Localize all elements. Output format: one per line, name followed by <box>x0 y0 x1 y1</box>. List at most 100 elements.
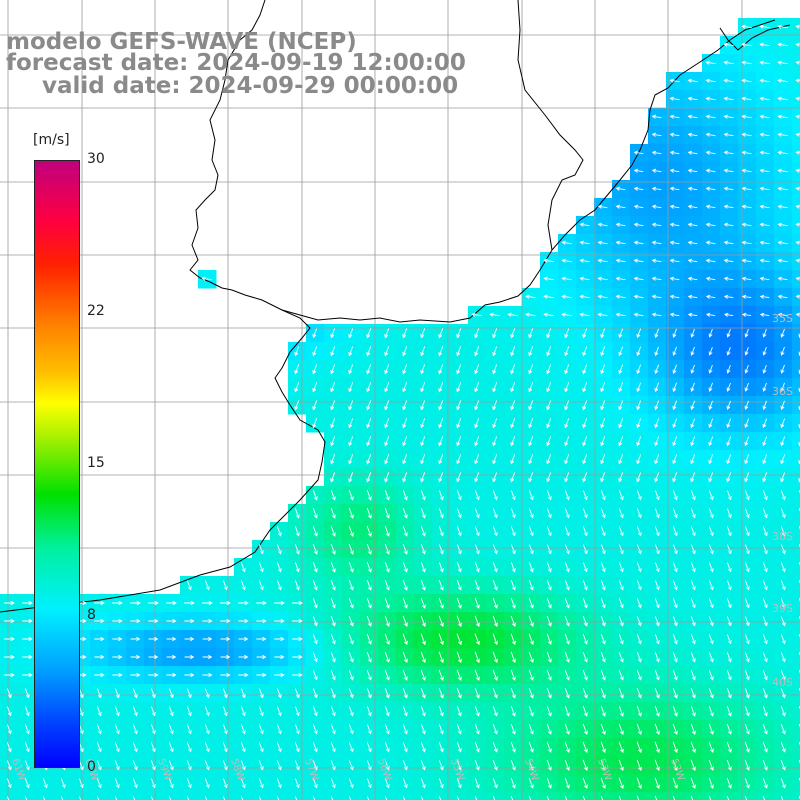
wind-arrow <box>708 436 714 447</box>
wind-arrow <box>690 364 695 374</box>
wind-arrow <box>780 796 784 800</box>
wind-arrow <box>258 778 264 789</box>
wind-arrow <box>615 186 626 191</box>
wind-arrow <box>564 472 570 483</box>
wind-arrow <box>744 382 749 392</box>
wind-arrow <box>690 436 696 447</box>
wind-arrow <box>777 150 788 155</box>
wind-arrow <box>690 741 696 753</box>
wind-arrow <box>348 418 354 429</box>
wind-arrow <box>762 796 766 800</box>
wind-cell <box>198 792 217 800</box>
forecast-date: forecast date: 2024-09-19 12:00:00 <box>6 50 466 76</box>
wind-arrow <box>294 400 300 411</box>
wind-arrow <box>744 598 750 609</box>
wind-arrow <box>474 706 480 717</box>
wind-arrow <box>96 796 100 800</box>
wind-arrow <box>402 597 408 609</box>
wind-arrow <box>510 544 516 555</box>
wind-arrow <box>546 400 552 411</box>
wind-arrow <box>636 670 642 681</box>
wind-arrow <box>780 778 786 789</box>
coastline-path-east <box>281 19 776 323</box>
lat-label: 39S <box>772 602 793 615</box>
wind-arrow <box>240 688 246 699</box>
wind-arrow <box>366 328 372 339</box>
wind-arrow <box>492 633 498 646</box>
wind-cell <box>792 108 800 127</box>
wind-arrow <box>741 96 752 101</box>
wind-arrow <box>384 669 390 681</box>
wind-arrow <box>256 618 267 624</box>
wind-arrow <box>330 616 336 627</box>
wind-arrow <box>708 346 713 356</box>
colorbar-unit: [m/s] <box>33 132 70 148</box>
wind-arrow <box>726 598 732 609</box>
wind-arrow <box>597 204 608 209</box>
wind-arrow <box>366 525 372 537</box>
wind-arrow <box>705 132 716 137</box>
wind-arrow <box>220 654 231 660</box>
wind-arrow <box>294 706 300 717</box>
wind-arrow <box>202 672 213 678</box>
wind-arrow <box>618 705 624 717</box>
wind-arrow <box>202 600 213 606</box>
wind-arrow <box>780 724 786 735</box>
wind-arrow <box>510 436 516 447</box>
wind-arrow <box>726 795 730 800</box>
wind-arrow <box>579 240 590 245</box>
wind-arrow <box>669 294 680 299</box>
wind-arrow <box>312 634 318 645</box>
wind-arrow <box>759 186 770 191</box>
wind-arrow <box>528 669 534 681</box>
wind-arrow <box>600 723 606 735</box>
wind-arrow <box>94 600 105 606</box>
wind-arrow <box>633 276 644 281</box>
wind-arrow <box>384 543 390 555</box>
wind-arrow <box>474 400 480 411</box>
wind-arrow <box>330 796 334 800</box>
wind-arrow <box>294 544 300 555</box>
wind-arrow <box>795 240 800 245</box>
wind-arrow <box>741 24 752 29</box>
wind-arrow <box>564 759 570 771</box>
wind-arrow <box>312 598 318 609</box>
wind-arrow <box>220 618 231 624</box>
wind-arrow <box>456 687 462 699</box>
wind-arrow <box>292 618 303 624</box>
colorbar-tick: 0 <box>87 759 96 775</box>
wind-arrow <box>579 222 590 227</box>
wind-arrow <box>708 328 713 338</box>
wind-arrow <box>546 633 552 645</box>
wind-arrow <box>456 382 462 393</box>
wind-arrow <box>186 688 192 699</box>
wind-arrow <box>546 795 550 800</box>
wind-arrow <box>777 60 788 65</box>
wind-arrow <box>492 364 498 375</box>
wind-arrow <box>348 580 354 591</box>
wind-arrow <box>492 669 498 681</box>
wind-arrow <box>672 472 678 483</box>
wind-arrow <box>366 579 372 591</box>
wind-arrow <box>708 382 713 393</box>
wind-arrow <box>420 742 426 753</box>
wind-arrow <box>618 490 624 501</box>
wind-cell <box>90 792 109 800</box>
wind-arrow <box>780 472 786 483</box>
wind-arrow <box>168 778 174 789</box>
wind-arrow <box>94 654 105 660</box>
wind-arrow <box>669 132 680 137</box>
wind-arrow <box>24 706 30 717</box>
wind-arrow <box>690 400 696 411</box>
wind-arrow <box>582 526 588 537</box>
wind-cell <box>504 792 523 800</box>
wind-arrow <box>744 544 750 555</box>
wind-arrow <box>456 508 462 519</box>
wind-cell <box>792 18 800 37</box>
wind-arrow <box>564 382 570 393</box>
wind-arrow <box>366 382 372 393</box>
wind-arrow <box>780 454 786 465</box>
wind-arrow <box>366 706 372 717</box>
wind-arrow <box>543 276 554 281</box>
wind-arrow <box>762 580 768 591</box>
